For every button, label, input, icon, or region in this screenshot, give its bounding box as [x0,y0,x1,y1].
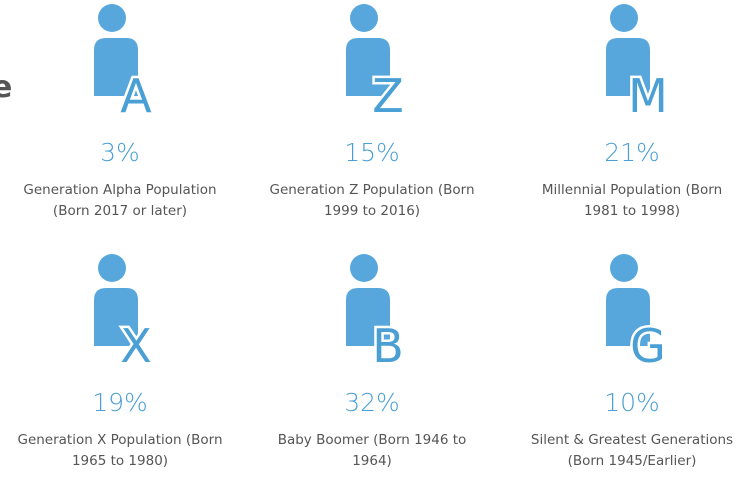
percent: 32% [344,388,400,417]
label: Baby Boomer (Born 1946 to 1964) [277,432,467,469]
icon-body [606,38,650,96]
icon-letter: A [120,69,152,120]
icon-body [346,38,390,96]
icon-head [98,254,126,282]
icon-body [94,38,138,96]
label: Generation X Population (Born 1965 to 19… [17,432,223,469]
label: Millennial Population (Born 1981 to 1998… [541,182,723,219]
icon-head [98,4,126,32]
percent: 3% [100,138,140,167]
icon-head [610,254,638,282]
person-icon: G [606,254,668,370]
partial-title: e [0,70,13,105]
percent: 19% [92,388,148,417]
icon-head [350,4,378,32]
icon-head [610,4,638,32]
person-icon: Z [346,4,406,120]
label: Silent & Greatest Generations (Born 1945… [530,432,734,469]
percent: 21% [604,138,660,167]
person-icon: M [606,4,670,120]
icon-letter: X [120,319,152,370]
percent: 15% [344,138,400,167]
icon-body [346,288,390,346]
icon-letter: G [630,319,666,370]
icon-letter: Z [372,69,404,120]
icon-head [350,254,378,282]
icon-letter: M [628,69,668,120]
person-icon: B [346,254,406,370]
percent: 10% [604,388,660,417]
person-icon: A [94,4,155,120]
label: Generation Alpha Population (Born 2017 o… [23,182,217,219]
icon-body [94,288,138,346]
person-icon: X [94,254,154,370]
icon-letter: B [372,319,404,370]
label: Generation Z Population (Born 1999 to 20… [269,182,475,219]
icon-body [606,288,650,346]
